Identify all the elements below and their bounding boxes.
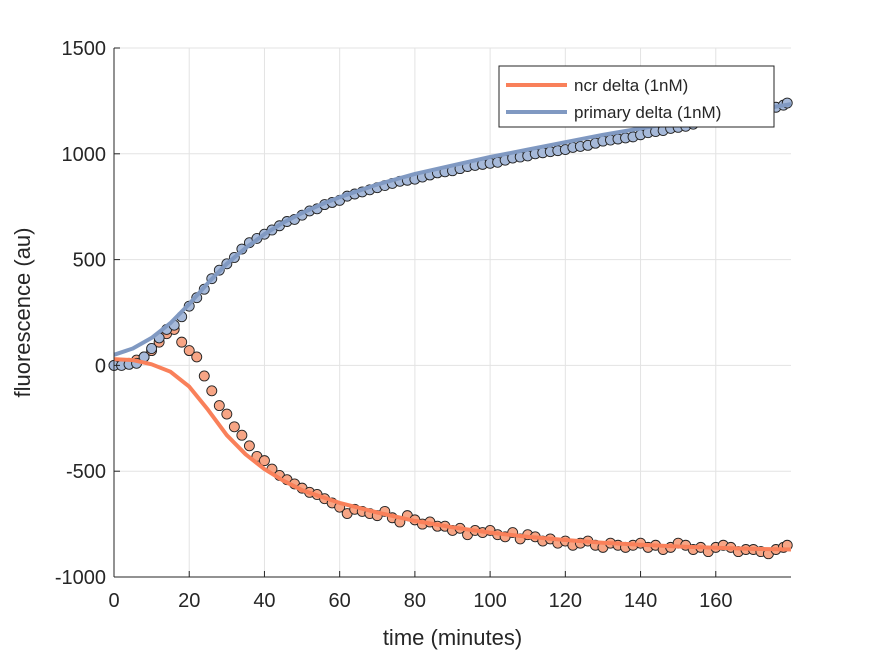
x-tick-label: 20 bbox=[178, 590, 200, 612]
series-layer bbox=[108, 97, 793, 560]
x-tick-label: 40 bbox=[253, 590, 275, 612]
y-tick-label: -500 bbox=[66, 461, 106, 483]
tick-labels: 0 20 40 60 80 100 120 140 160 -1000 -500 0 500 1000 15… bbox=[55, 38, 733, 612]
series-1 bbox=[108, 97, 793, 371]
x-tick-label: 60 bbox=[329, 590, 351, 612]
data-point bbox=[221, 408, 233, 420]
data-point bbox=[258, 455, 270, 467]
y-tick-label: 500 bbox=[73, 250, 106, 272]
data-point bbox=[176, 336, 188, 348]
y-tick-label: 1000 bbox=[62, 144, 107, 166]
x-axis-title: time (minutes) bbox=[383, 625, 522, 650]
legend-label-ncr-delta: ncr delta (1nM) bbox=[574, 76, 688, 95]
data-point bbox=[146, 343, 158, 354]
legend: ncr delta (1nM) primary delta (1nM) bbox=[498, 65, 775, 128]
x-tick-label: 120 bbox=[549, 590, 582, 612]
data-point bbox=[183, 345, 195, 357]
y-tick-label: 0 bbox=[95, 355, 106, 377]
x-tick-label: 160 bbox=[699, 590, 732, 612]
y-tick-label: 1500 bbox=[62, 38, 107, 60]
data-point bbox=[206, 385, 218, 397]
legend-label-primary-delta: primary delta (1nM) bbox=[574, 103, 721, 122]
data-point bbox=[228, 421, 240, 433]
x-tick-label: 0 bbox=[108, 590, 119, 612]
legend-box bbox=[498, 65, 775, 128]
data-point bbox=[191, 351, 203, 363]
data-point bbox=[243, 440, 255, 452]
fit-line-0 bbox=[113, 357, 792, 552]
axes bbox=[113, 47, 791, 578]
grid bbox=[113, 47, 791, 578]
data-point bbox=[198, 370, 210, 382]
x-tick-label: 80 bbox=[404, 590, 426, 612]
x-tick-label: 100 bbox=[473, 590, 506, 612]
fit-line-1 bbox=[113, 102, 792, 357]
series-0 bbox=[108, 323, 793, 560]
y-tick-label: -1000 bbox=[55, 567, 106, 589]
y-axis-title: fluorescence (au) bbox=[10, 228, 35, 398]
x-tick-label: 140 bbox=[624, 590, 657, 612]
data-point bbox=[213, 400, 225, 412]
data-point bbox=[236, 429, 248, 441]
